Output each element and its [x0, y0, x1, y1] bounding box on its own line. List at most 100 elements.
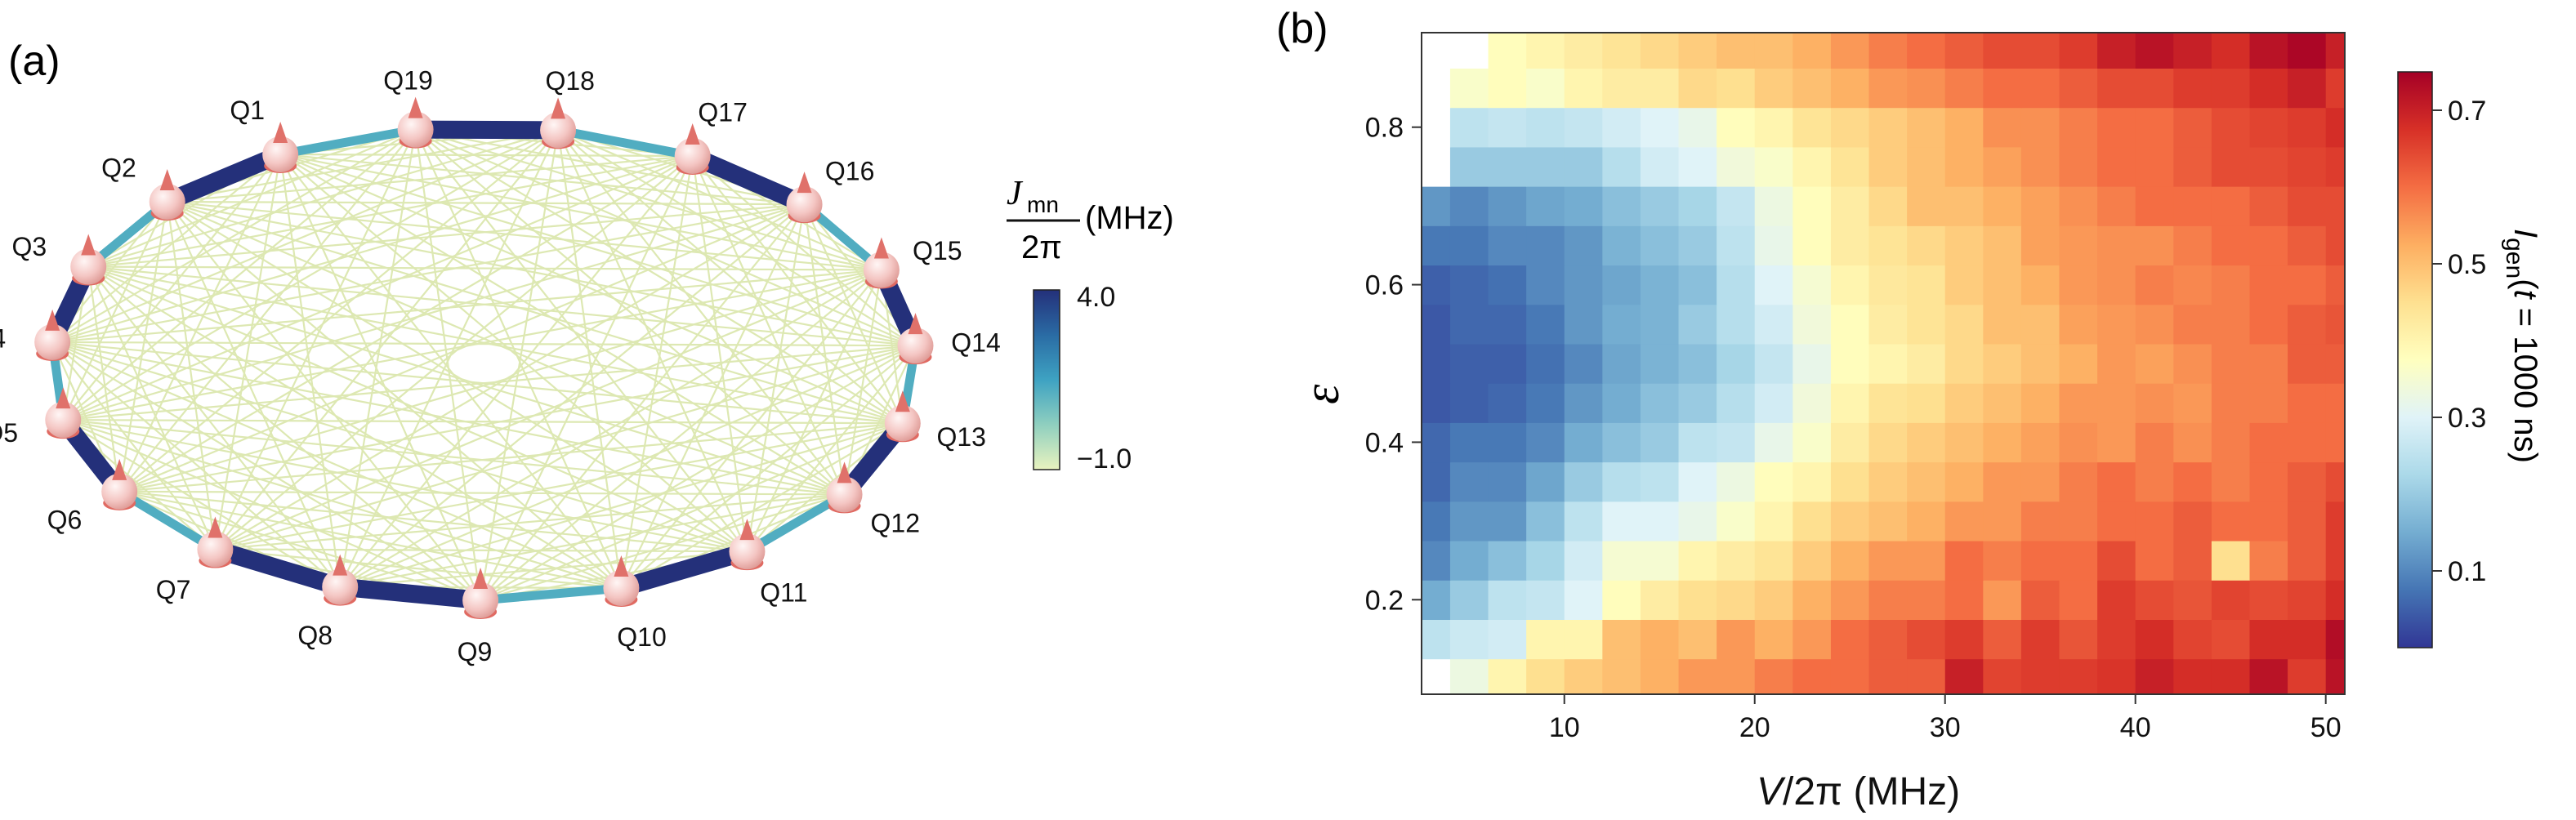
heatmap-cell — [1907, 343, 1946, 384]
long-range-coupling — [52, 269, 882, 344]
qubit-sphere — [674, 137, 711, 174]
heatmap-cell — [1830, 225, 1870, 266]
heatmap-cell — [1488, 186, 1527, 226]
long-range-coupling — [214, 155, 694, 550]
heatmap-cell — [1830, 265, 1870, 305]
long-range-coupling — [414, 129, 482, 601]
long-range-coupling — [215, 345, 916, 550]
qubit-sphere — [34, 323, 71, 360]
heatmap-cell — [2135, 68, 2174, 109]
heatmap-cell — [2211, 658, 2251, 695]
qubit-label: Q15 — [913, 236, 962, 265]
heatmap-cell — [1944, 107, 1984, 148]
colorbar-label-rest: = 1000 ns) — [2507, 299, 2543, 463]
heatmap-cell — [2020, 33, 2060, 69]
heatmap-cell — [2097, 186, 2136, 226]
heatmap-cell — [1422, 422, 1451, 463]
long-range-coupling — [88, 265, 916, 347]
qubit-q13: Q13 — [884, 390, 986, 452]
heatmap-cell — [1717, 580, 1756, 620]
heatmap-cell — [1526, 422, 1565, 463]
heatmap-cell — [1754, 343, 1793, 384]
qubit-q8: Q8 — [297, 554, 359, 650]
long-range-coupling — [119, 422, 903, 492]
heatmap-cell — [2097, 619, 2136, 660]
long-range-coupling — [88, 265, 882, 271]
heatmap-cell — [1422, 580, 1451, 620]
heatmap-cell — [1792, 107, 1832, 148]
heatmap-cells — [1422, 33, 2346, 695]
qubit-spin-arrow — [408, 96, 423, 118]
long-range-coupling — [118, 203, 805, 492]
qubit-markers: Q1 Q2 Q3 Q4 Q5 Q6 Q7 Q8 Q9 Q10 Q11 Q12 Q13 Q14 Q15 Q16 Q… — [0, 65, 1001, 666]
long-range-coupling — [51, 154, 693, 343]
heatmap-cell — [1422, 33, 1451, 69]
heatmap-cell — [2020, 68, 2060, 109]
heatmap-cell — [1602, 265, 1641, 305]
qubit-q15: Q15 — [863, 236, 962, 289]
qubit-label: Q13 — [936, 422, 985, 452]
qubit-q4: Q4 — [0, 309, 71, 361]
plot-frame — [1421, 32, 2346, 695]
qubit-spin-arrow — [208, 516, 223, 538]
qubit-sphere — [262, 136, 299, 172]
qubit-spin-arrow — [333, 554, 348, 576]
long-range-coupling — [63, 419, 845, 496]
heatmap-cell — [1602, 383, 1641, 423]
heatmap-cell — [1564, 107, 1603, 148]
long-range-coupling — [62, 419, 341, 588]
heatmap-cell — [1944, 461, 1984, 502]
heatmap-cell — [1792, 580, 1832, 620]
long-range-coupling — [87, 265, 622, 589]
heatmap-cell — [2211, 186, 2251, 226]
heatmap-cell — [1754, 540, 1793, 581]
heatmap-cell — [1602, 304, 1641, 345]
y-tick-label: 0.8 — [1365, 113, 1404, 144]
heatmap-cell — [2211, 265, 2251, 305]
heatmap-cell — [1868, 461, 1908, 502]
qubit-sphere — [729, 533, 766, 570]
long-range-coupling — [87, 266, 121, 492]
long-range-coupling — [118, 201, 168, 492]
qubit-spin-arrow — [473, 567, 489, 589]
heatmap-cell — [1526, 580, 1565, 620]
heatmap-cell — [1944, 68, 1984, 109]
heatmap-cell — [2020, 304, 2060, 345]
heatmap-cell — [2288, 383, 2327, 423]
heatmap-cell — [2059, 68, 2098, 109]
heatmap-cell — [1944, 343, 1984, 384]
heatmap-cell — [2059, 343, 2098, 384]
long-range-coupling — [214, 154, 282, 550]
heatmap-cell — [1907, 33, 1946, 69]
heatmap-cell — [1944, 383, 1984, 423]
heatmap-cell — [2325, 146, 2346, 187]
heatmap-cell — [2325, 265, 2346, 305]
long-range-coupling — [88, 203, 805, 268]
heatmap-cell — [1792, 146, 1832, 187]
qubit-sphere — [603, 569, 640, 606]
heatmap-cell — [1792, 422, 1832, 463]
heatmap-cell — [1792, 265, 1832, 305]
long-range-coupling — [62, 154, 694, 421]
heatmap-cell — [1449, 619, 1489, 660]
heatmap-cell — [1422, 540, 1451, 581]
heatmap-cell — [2135, 619, 2174, 660]
long-range-coupling — [557, 129, 904, 425]
qubit-label: Q3 — [11, 232, 47, 261]
long-range-coupling — [118, 345, 916, 492]
heatmap-cell — [2097, 422, 2136, 463]
heatmap-cell — [1868, 146, 1908, 187]
heatmap-cell — [1449, 343, 1489, 384]
coupling-colorbar-max-label: 4.0 — [1077, 282, 1115, 313]
qubit-spin-arrow — [837, 461, 852, 484]
heatmap-cell — [1602, 658, 1641, 695]
heatmap-cell — [1640, 107, 1680, 148]
heatmap-cell — [1640, 461, 1680, 502]
qubit-q2: Q2 — [101, 154, 185, 221]
heatmap-cell — [2135, 501, 2174, 541]
heatmap-cell — [2211, 540, 2251, 581]
long-range-coupling — [415, 128, 805, 206]
heatmap-cell — [2097, 540, 2136, 581]
x-tick-label: 10 — [1549, 712, 1580, 743]
